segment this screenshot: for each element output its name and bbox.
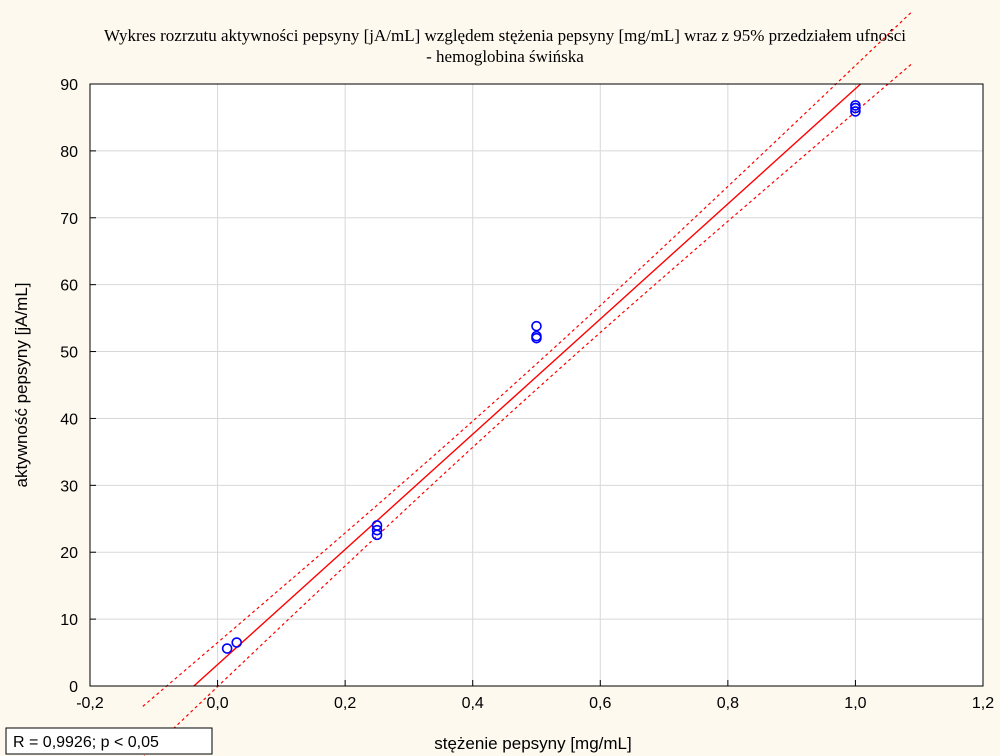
data-point	[850, 100, 861, 111]
x-tick-label: 0,6	[589, 695, 611, 712]
y-tick-label: 60	[60, 278, 78, 295]
chart-title-line-2: - hemoglobina świńska	[426, 47, 584, 66]
x-tick-label: -0,2	[76, 695, 104, 712]
x-tick-label: 1,0	[844, 695, 866, 712]
upper-confidence-bound	[142, 11, 913, 707]
data-point	[231, 637, 243, 648]
y-tick-label: 80	[60, 144, 78, 161]
y-tick-label: 30	[60, 478, 78, 495]
y-tick-label: 0	[69, 679, 78, 696]
confidence-band	[142, 11, 913, 756]
y-axis-label: aktywność pepsyny [jA/mL]	[12, 282, 31, 487]
regression-line	[193, 83, 862, 687]
y-tick-label: 50	[60, 345, 78, 362]
x-tick-label: 1,2	[972, 695, 994, 712]
chart-title-line-1: Wykres rozrzutu aktywności pepsyny [jA/m…	[104, 26, 906, 45]
fit-line	[193, 83, 862, 687]
y-axis-ticks: 0 10 20 30 40 50 60 70 80 90	[60, 77, 96, 696]
data-points	[221, 100, 861, 654]
plot-area	[90, 84, 983, 686]
data-point	[371, 524, 383, 536]
y-tick-label: 20	[60, 545, 78, 562]
data-point	[371, 520, 383, 531]
data-point	[531, 320, 542, 332]
data-point	[850, 106, 861, 117]
x-tick-label: 0,8	[717, 695, 739, 712]
data-point	[221, 643, 233, 654]
grid-lines	[90, 84, 983, 686]
x-axis-ticks: -0,2 0,0 0,2 0,4 0,6 0,8 1,0 1,2	[76, 680, 994, 712]
annotation-text: R = 0,9926; p < 0,05	[13, 734, 159, 751]
y-tick-label: 90	[60, 77, 78, 94]
y-tick-label: 70	[60, 211, 78, 228]
x-tick-label: 0,4	[462, 695, 484, 712]
lower-confidence-bound	[143, 63, 913, 756]
data-point	[531, 330, 542, 342]
x-tick-label: 0,0	[206, 695, 228, 712]
y-tick-label: 40	[60, 411, 78, 428]
plot-frame	[89, 83, 984, 687]
x-tick-label: 0,2	[334, 695, 356, 712]
annotation-box	[5, 727, 213, 755]
x-axis-label: stężenie pepsyny [mg/mL]	[434, 734, 631, 753]
y-tick-label: 10	[60, 612, 78, 629]
